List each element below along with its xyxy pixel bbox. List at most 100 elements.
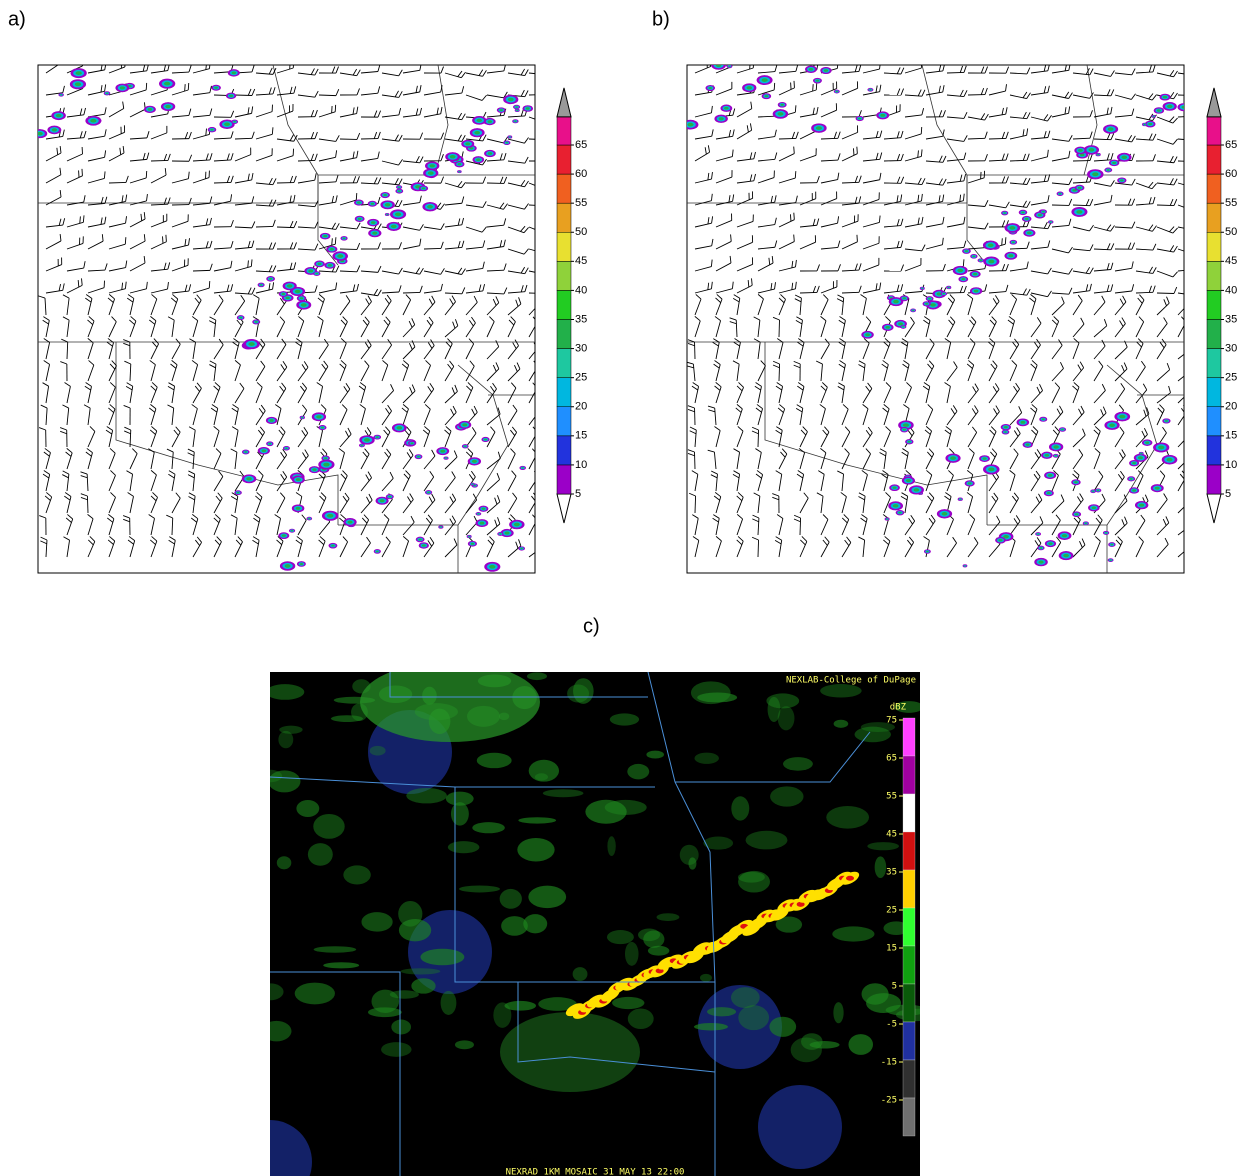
echo [468,536,470,537]
colorbar-label: -25 [881,1096,897,1106]
echo [396,426,402,429]
wind-barb-flag [542,133,545,139]
echo [1038,561,1043,564]
echo [500,109,503,111]
radar-echo [459,886,500,893]
radar-clutter [758,1085,842,1169]
radar-echo [523,914,547,933]
colorbar-label: 50 [575,226,587,238]
echo [422,544,426,546]
wind-barb-flag [1187,495,1190,501]
echo [1148,123,1152,125]
echo [418,538,421,540]
echo [914,488,920,491]
echo [1111,544,1114,546]
echo [1026,443,1030,445]
wind-barb-flag [1002,238,1003,245]
echo [728,66,730,67]
echo [925,303,928,305]
echo [1021,211,1024,213]
colorbar-label: 30 [1225,342,1237,354]
wind-barb-flag [545,248,549,254]
radar-echo [360,662,540,742]
colorbar-segment [1207,465,1221,494]
radar-echo [700,974,712,982]
echo [1042,418,1045,420]
radar-echo [477,753,512,768]
wind-barb-flag [857,147,858,154]
colorbar-segment [557,349,571,378]
echo [316,415,321,418]
echo [358,218,362,220]
echo [229,95,233,97]
echo [106,93,108,94]
colorbar-segment [1207,320,1221,349]
echo [380,499,385,502]
echo [300,297,304,299]
echo [1092,506,1096,509]
radar-echo [862,983,889,1005]
wind-barb-flag [1195,224,1199,230]
radar-echo [323,962,359,968]
echo [948,287,950,288]
echo [973,256,976,258]
colorbar-end [1207,88,1221,117]
radar-echo [834,720,849,728]
echo [361,445,363,446]
echo [1132,489,1136,491]
radar-echo [543,789,584,797]
map-panel: 5101520253035404550556065 [683,59,1237,573]
echo [308,270,313,273]
echo [232,72,237,75]
wind-barb [235,95,252,96]
echo [472,484,474,485]
colorbar-segment [1207,203,1221,232]
wind-barb [214,182,231,183]
colorbar-segment [903,794,915,832]
radar-echo [627,764,649,779]
echo [998,539,1002,541]
echo [287,284,292,287]
radar-echo [896,1009,938,1021]
radar-echo [391,1020,411,1035]
wind-barb-flag [1189,539,1191,546]
echo [52,128,57,131]
radar-echo [625,942,639,966]
colorbar-segment [1207,290,1221,319]
radar-echo [607,930,634,944]
colorbar-label: 50 [1225,226,1237,238]
wind-barb [403,292,420,293]
wind-barb-flag [1191,110,1193,117]
wind-barb [424,248,441,249]
echo [980,260,982,261]
colorbar-label: 45 [1225,255,1237,267]
source-label: NEXLAB-College of DuPage [786,676,916,686]
wind-barb-flag [188,83,189,90]
radar-echo [500,889,522,909]
wind-barb-flag [1187,296,1190,302]
wind-barb [1178,161,1195,162]
echo [477,513,479,514]
wind-barb-flag [1190,518,1192,525]
echo [886,519,888,520]
echo [903,297,906,299]
radar-echo [493,1002,511,1028]
colorbar-label: 20 [1225,401,1237,413]
wind-barb-flag [794,235,795,242]
echo [385,203,391,206]
echo [296,507,301,510]
echo [60,94,62,95]
radar-echo [738,871,770,893]
echo [747,86,752,89]
colorbar-segment [1207,145,1221,174]
wind-barb-flag [795,171,796,178]
echo [1047,492,1051,494]
radar-echo [313,814,344,839]
wind-barb-flag [1191,248,1196,253]
echo [988,467,994,471]
wind-barb [779,364,780,381]
echo [865,333,870,336]
echo [1037,533,1039,534]
radar-echo [738,1005,769,1030]
wind-barb-flag [546,154,549,161]
